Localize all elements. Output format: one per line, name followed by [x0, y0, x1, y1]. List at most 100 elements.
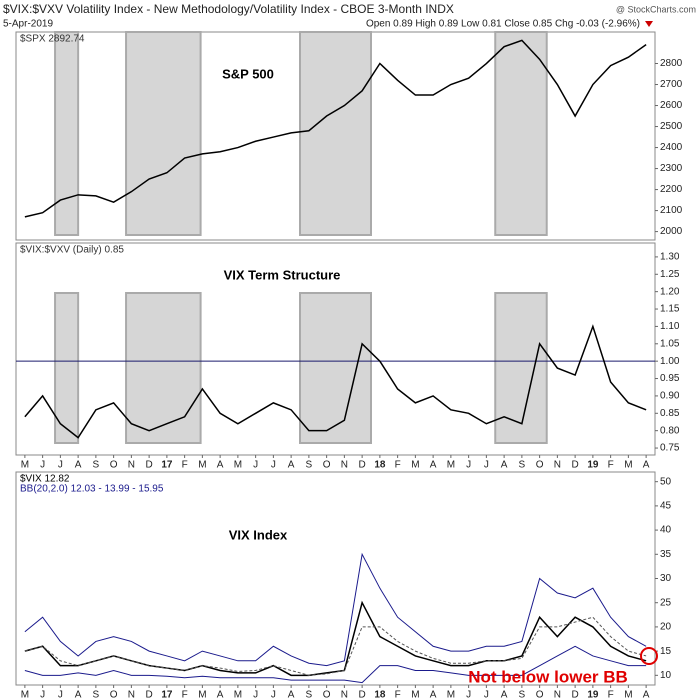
y-tick-label: 2500	[660, 121, 683, 132]
x-tick-label: O	[536, 460, 544, 471]
legend: $VIX 12.82	[20, 474, 70, 485]
shade	[125, 31, 202, 236]
line	[24, 552, 647, 667]
y-tick-label: 1.20	[660, 286, 680, 297]
x-tick-label: 17	[161, 460, 173, 471]
x-tick-label: A	[430, 460, 437, 471]
x-tick-label: J	[58, 690, 63, 700]
x-tick-label: F	[608, 460, 614, 471]
x-tick-label: N	[128, 690, 135, 700]
x-tick-label: J	[40, 460, 45, 471]
x-tick-label: M	[447, 690, 455, 700]
x-tick-label: A	[217, 460, 224, 471]
x-tick-label: D	[572, 690, 579, 700]
y-tick-label: 25	[660, 597, 672, 608]
highlight	[640, 647, 658, 665]
panel	[15, 471, 656, 686]
x-tick-label: A	[501, 460, 508, 471]
note: Not below lower BB	[468, 667, 628, 686]
shade	[494, 31, 548, 236]
y-tick-label: 2200	[660, 184, 683, 195]
down-arrow	[645, 21, 653, 27]
x-tick-label: J	[484, 460, 489, 471]
x-tick-label: M	[198, 690, 206, 700]
y-tick-label: 2000	[660, 226, 683, 237]
x-tick-label: F	[182, 690, 188, 700]
y-tick-label: 1.05	[660, 338, 680, 349]
y-tick-label: 2800	[660, 58, 683, 69]
x-tick-label: 17	[161, 690, 173, 700]
x-tick-label: D	[359, 460, 366, 471]
x-tick-label: M	[198, 460, 206, 471]
x-tick-label: N	[341, 460, 348, 471]
x-tick-label: J	[40, 690, 45, 700]
x-tick-label: A	[75, 460, 82, 471]
x-tick-label: A	[430, 690, 437, 700]
y-tick-label: 2700	[660, 79, 683, 90]
x-tick-label: F	[395, 460, 401, 471]
x-tick-label: 19	[587, 690, 599, 700]
x-tick-label: A	[288, 690, 295, 700]
y-tick-label: 1.10	[660, 321, 680, 332]
x-tick-label: M	[234, 460, 242, 471]
x-tick-label: A	[501, 690, 508, 700]
x-tick-label: N	[554, 460, 561, 471]
y-tick-label: 50	[660, 476, 672, 487]
x-tick-label: O	[323, 690, 331, 700]
title: $VIX:$VXV Volatility Index - New Methodo…	[3, 2, 454, 16]
x-tick-label: J	[253, 690, 258, 700]
y-tick-label: 0.75	[660, 443, 680, 454]
y-tick-label: 0.90	[660, 391, 680, 402]
x-tick-label: S	[306, 690, 313, 700]
shade	[299, 31, 372, 236]
y-tick-label: 35	[660, 549, 672, 560]
x-tick-label: M	[447, 460, 455, 471]
x-tick-label: M	[234, 690, 242, 700]
x-tick-label: A	[643, 460, 650, 471]
x-tick-label: S	[306, 460, 313, 471]
x-tick-label: F	[182, 460, 188, 471]
line	[24, 324, 647, 439]
x-tick-label: D	[572, 460, 579, 471]
x-tick-label: O	[110, 460, 118, 471]
x-tick-label: O	[323, 460, 331, 471]
x-tick-label: 18	[374, 460, 386, 471]
x-tick-label: D	[359, 690, 366, 700]
x-tick-label: A	[643, 690, 650, 700]
legend: $VIX:$VXV (Daily) 0.85	[20, 245, 124, 256]
x-tick-label: M	[624, 690, 632, 700]
x-tick-label: J	[271, 690, 276, 700]
shade	[54, 31, 80, 236]
y-tick-label: 0.95	[660, 373, 680, 384]
annotation: S&P 500	[222, 66, 274, 81]
x-tick-label: S	[519, 690, 526, 700]
y-tick-label: 0.85	[660, 408, 680, 419]
x-tick-label: J	[466, 460, 471, 471]
line	[24, 616, 647, 676]
y-tick-label: 2100	[660, 205, 683, 216]
annotation: VIX Index	[229, 527, 288, 542]
y-tick-label: 0.80	[660, 425, 680, 436]
y-tick-label: 20	[660, 622, 672, 633]
x-tick-label: 18	[374, 690, 386, 700]
y-tick-label: 1.00	[660, 356, 680, 367]
x-tick-label: D	[146, 460, 153, 471]
y-tick-label: 2300	[660, 163, 683, 174]
y-tick-label: 40	[660, 525, 672, 536]
y-tick-label: 45	[660, 501, 672, 512]
x-tick-label: J	[253, 460, 258, 471]
x-tick-label: A	[288, 460, 295, 471]
y-tick-label: 10	[660, 670, 672, 681]
y-tick-label: 1.30	[660, 252, 680, 263]
shade	[125, 292, 202, 444]
x-tick-label: S	[93, 690, 100, 700]
x-tick-label: 19	[587, 460, 599, 471]
x-tick-label: M	[21, 690, 29, 700]
date: 5-Apr-2019	[3, 19, 53, 30]
y-tick-label: 30	[660, 573, 672, 584]
x-tick-label: S	[93, 460, 100, 471]
line	[24, 645, 647, 684]
y-tick-label: 1.25	[660, 269, 680, 280]
x-tick-label: A	[75, 690, 82, 700]
